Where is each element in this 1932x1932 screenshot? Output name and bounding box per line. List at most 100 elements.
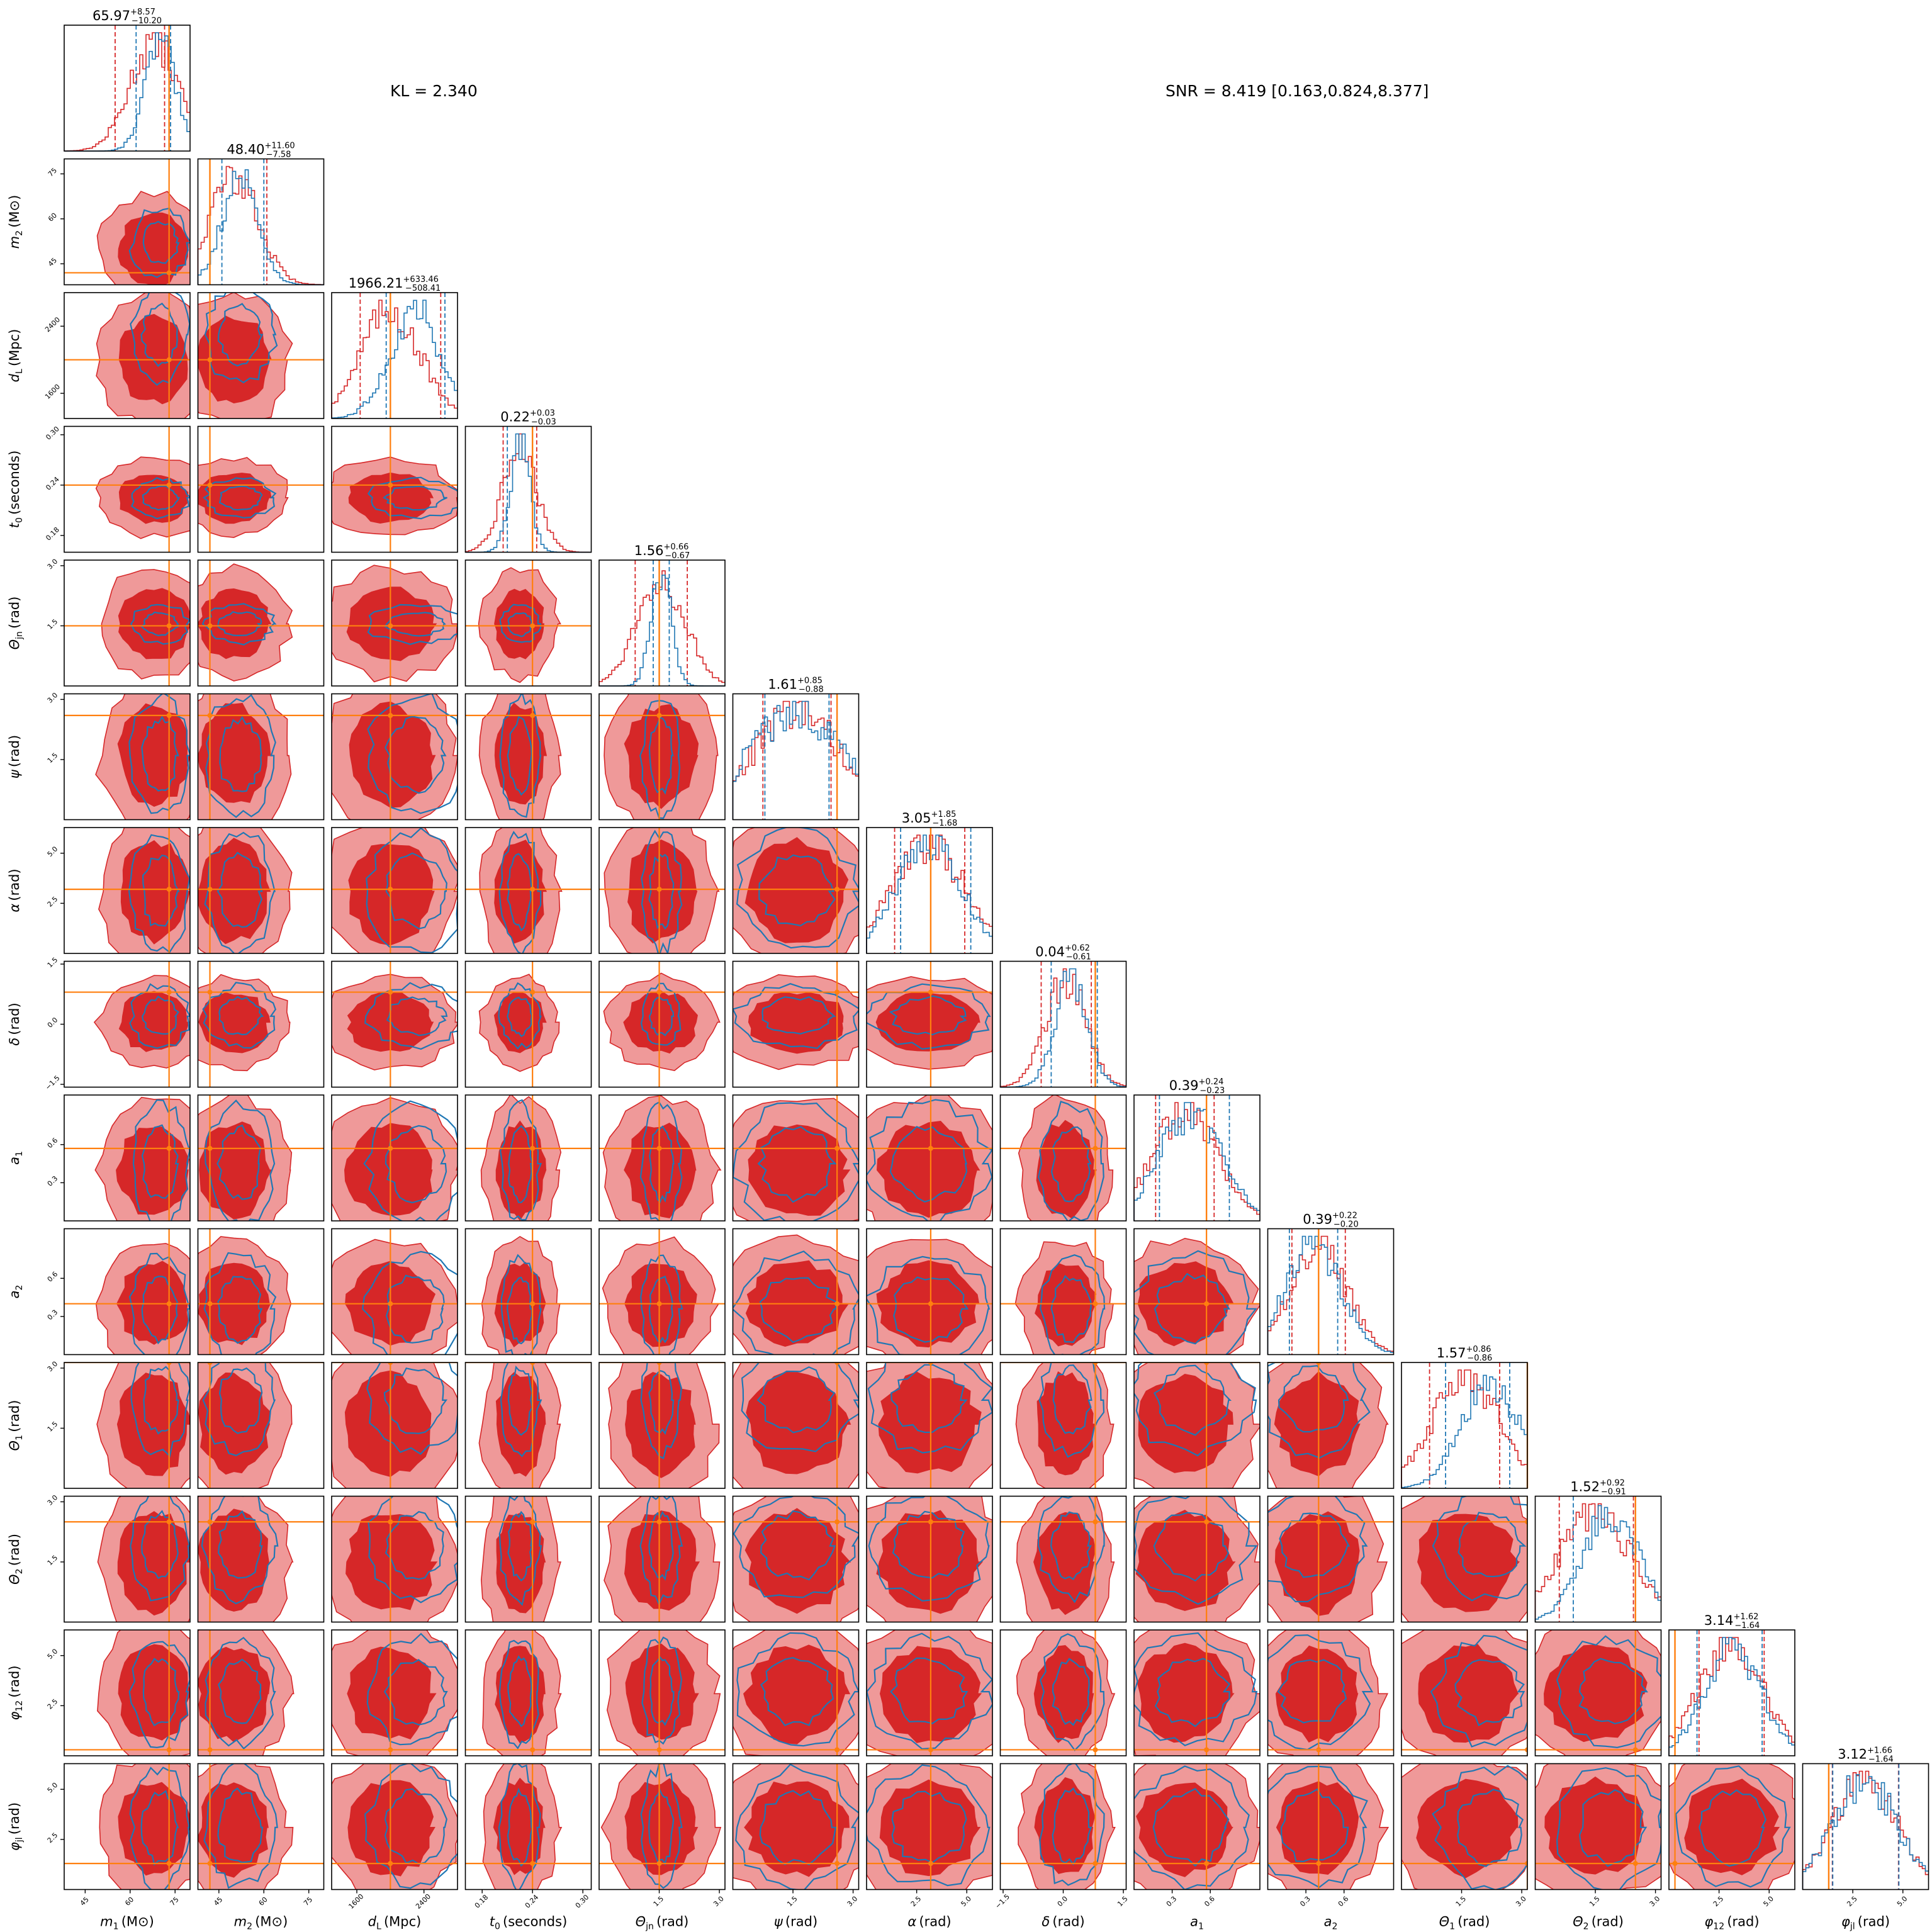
truth-point-alpha-m1 <box>166 887 172 892</box>
blue-contour-psi-thetajn-1 <box>648 717 674 795</box>
blue-contour-thetajn-m2-0 <box>201 603 277 646</box>
panel-title-m1: 65.97+8.57 −10.20 <box>93 8 162 26</box>
ylabel-theta2: Θ2 (rad) <box>7 1534 25 1585</box>
frame-phijl-theta2 <box>1534 1763 1662 1890</box>
blue-contour-phi12-m2-0 <box>205 1636 276 1750</box>
truth-point-delta-m2 <box>207 989 213 995</box>
frame-a2-delta <box>999 1228 1127 1356</box>
blue-contour-phi12-a1-0 <box>1134 1632 1258 1746</box>
blue-contour-a2-alpha-1 <box>893 1276 969 1343</box>
truth-point-a2-thetajn <box>656 1301 662 1306</box>
truth-point-phi12-dl <box>388 1747 393 1753</box>
frame-a1-thetajn <box>598 1094 726 1222</box>
blue-contour-theta1-a2-0 <box>1267 1362 1371 1459</box>
frame-psi-m1 <box>64 693 191 821</box>
blue-contour-thetajn-m2-1 <box>217 610 262 636</box>
blue-contour-phi12-theta2-0 <box>1556 1635 1661 1748</box>
blue-contour-a1-delta-0 <box>1037 1100 1104 1221</box>
blue-contour-a2-delta-1 <box>1050 1274 1092 1344</box>
blue-contour-delta-psi-1 <box>761 996 836 1035</box>
frame-theta2-delta <box>999 1495 1127 1623</box>
blue-contour-theta1-delta-1 <box>1052 1364 1092 1435</box>
ylabel-dl: dL (Mpc) <box>7 329 25 383</box>
histogram-blue-theta2 <box>1534 1505 1661 1622</box>
frame-delta-psi <box>732 960 860 1088</box>
blue-contour-theta1-t0-1 <box>507 1365 533 1436</box>
blue-contour-theta2-m2-0 <box>201 1496 279 1605</box>
truth-point-a1-dl <box>388 1145 393 1151</box>
blue-contour-a1-psi-1 <box>757 1126 837 1203</box>
contour-inner-theta2-psi <box>744 1508 851 1614</box>
truth-point-delta-m1 <box>166 989 172 995</box>
panel-theta1-vs-psi <box>732 1362 860 1489</box>
blue-contour-theta2-m2-1 <box>218 1510 263 1579</box>
blue-contour-phijl-thetajn-0 <box>640 1763 683 1889</box>
blue-contour-delta-alpha-0 <box>867 983 991 1050</box>
panel-theta2-vs-theta1 <box>1401 1495 1528 1623</box>
contour-inner-theta2-delta <box>1033 1512 1096 1615</box>
blue-contour-phijl-delta-0 <box>1039 1763 1105 1886</box>
contour-inner-phijl-m2 <box>198 1782 269 1878</box>
blue-contour-phijl-a1-0 <box>1134 1765 1250 1890</box>
blue-contour-a2-a1-1 <box>1154 1272 1231 1345</box>
ylabel-theta1: Θ1 (rad) <box>7 1400 25 1451</box>
blue-contour-phi12-delta-0 <box>1039 1633 1105 1751</box>
ylabel-delta: δ (rad) <box>7 1003 22 1045</box>
truth-point-theta1-alpha <box>928 1362 933 1365</box>
blue-contour-phijl-m1-0 <box>129 1766 190 1890</box>
truth-point-theta2-dl <box>388 1519 393 1525</box>
diag-panel-theta1: 1.57+0.86 −0.86 <box>1401 1345 1529 1489</box>
truth-point-theta2-a2 <box>1316 1519 1322 1525</box>
contour-inner-phi12-theta2 <box>1543 1644 1648 1743</box>
frame-t0-dl <box>331 425 458 553</box>
truth-point-phi12-delta <box>1092 1747 1098 1753</box>
blue-contour-thetajn-dl-1 <box>384 612 447 637</box>
truth-point-theta1-dl <box>388 1362 393 1365</box>
truth-point-a2-psi <box>834 1301 840 1306</box>
blue-contour-delta-alpha-1 <box>889 995 967 1036</box>
truth-point-phijl-dl <box>388 1861 393 1867</box>
contour-inner-phi12-thetajn <box>625 1643 699 1740</box>
ylabel-phi12: φ12 (rad) <box>7 1665 25 1720</box>
frame-alpha-m2 <box>197 827 325 954</box>
panel-psi-vs-m2 <box>197 693 325 821</box>
contour-inner-theta1-dl <box>344 1370 432 1477</box>
panel-alpha-vs-m2 <box>197 827 325 954</box>
frame-a2-psi <box>732 1228 860 1356</box>
panel-a2-vs-a1 <box>1133 1228 1261 1356</box>
truth-point-phi12-m1 <box>166 1747 172 1753</box>
contour-inner-phijl-dl <box>347 1780 435 1877</box>
panel-theta2-vs-a2 <box>1267 1495 1395 1623</box>
contour-inner-theta1-thetajn <box>625 1372 696 1478</box>
truth-point-alpha-thetajn <box>656 887 662 892</box>
blue-contour-m2-m1-1 <box>142 220 180 264</box>
panel-theta1-vs-dl <box>331 1362 458 1489</box>
blue-contour-thetajn-dl-0 <box>367 604 458 645</box>
xlabel-a2: a2 <box>1324 1914 1338 1932</box>
frame-thetajn-m2 <box>197 559 325 687</box>
xlabel-alpha: α (rad) <box>907 1914 951 1929</box>
blue-contour-theta1-m2-1 <box>218 1367 263 1434</box>
diag-frame-theta2 <box>1534 1495 1662 1623</box>
blue-contour-delta-t0-1 <box>507 996 534 1038</box>
blue-contour-theta1-delta-0 <box>1038 1362 1105 1458</box>
blue-contour-theta2-a2-1 <box>1279 1512 1351 1578</box>
truth-point-a1-psi <box>834 1145 840 1151</box>
frame-theta2-m2 <box>197 1495 325 1623</box>
truth-point-psi-m2 <box>207 712 213 718</box>
blue-contour-alpha-psi-0 <box>736 828 859 949</box>
panel-phi12-vs-t0 <box>464 1629 592 1756</box>
diag-panel-phi12: 3.14+1.62 −1.64 <box>1668 1612 1795 1756</box>
panel-title-t0: 0.22+0.03 −0.03 <box>500 409 556 427</box>
blue-contour-psi-m2-1 <box>219 716 262 792</box>
xlabel-dl: dL (Mpc) <box>368 1914 422 1932</box>
frame-a1-m2 <box>197 1094 325 1222</box>
frame-a2-dl <box>331 1228 458 1356</box>
panel-theta2-vs-alpha <box>866 1495 993 1623</box>
histogram-blue-m2 <box>197 169 324 286</box>
blue-contour-a1-alpha-0 <box>867 1099 992 1221</box>
diag-frame-a2 <box>1267 1228 1395 1356</box>
frame-delta-m2 <box>197 960 325 1088</box>
blue-contour-a2-dl-0 <box>361 1250 458 1355</box>
blue-contour-a2-thetajn-0 <box>640 1254 683 1355</box>
